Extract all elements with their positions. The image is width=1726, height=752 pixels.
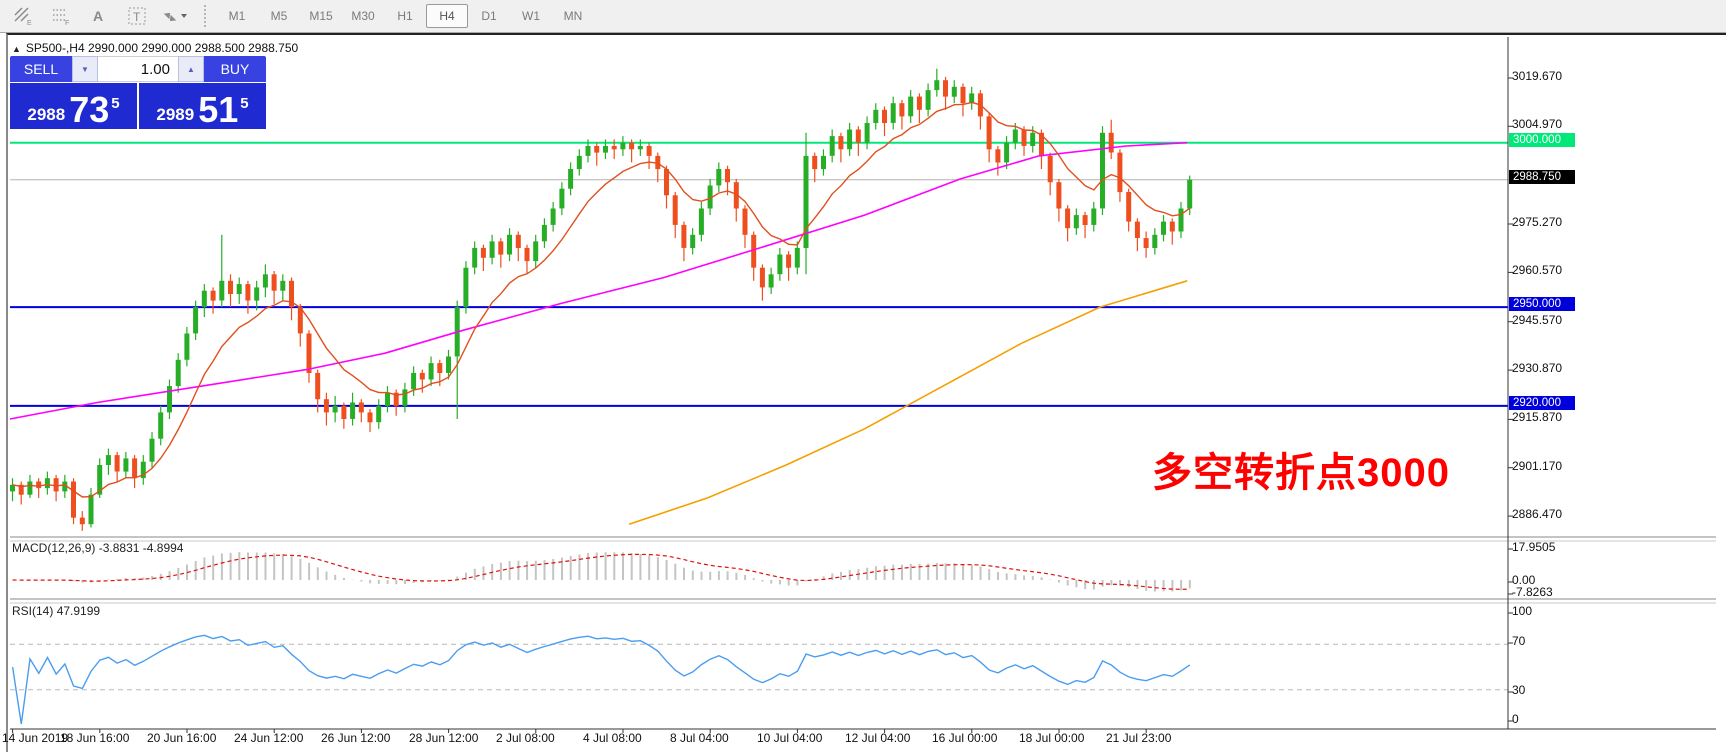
price-axis-label: 2915.870 xyxy=(1512,410,1563,424)
time-axis-label: 20 Jun 16:00 xyxy=(147,731,217,745)
macd-axis-label: 0.00 xyxy=(1512,573,1536,587)
candles xyxy=(10,68,1193,531)
timeframe-button-group: M1 M5 M15 M30 H1 H4 D1 W1 MN xyxy=(216,4,594,28)
time-axis-label: 18 Jun 16:00 xyxy=(60,731,130,745)
time-axis-label: 26 Jun 12:00 xyxy=(321,731,391,745)
rsi-line xyxy=(11,634,1191,725)
timeframe-button-w1[interactable]: W1 xyxy=(522,9,540,23)
rsi-axis-label: 70 xyxy=(1512,634,1526,648)
time-axis-label: 18 Jul 00:00 xyxy=(1019,731,1085,745)
time-axis-label: 24 Jun 12:00 xyxy=(234,731,304,745)
chart-window xyxy=(6,33,1726,752)
toolbar-separator xyxy=(204,5,206,27)
rsi-axis-label: 100 xyxy=(1512,604,1533,618)
price-axis-label: 3004.970 xyxy=(1512,117,1563,131)
text-annotation-object[interactable]: 多空转折点3000 xyxy=(1152,451,1450,495)
collapse-triangle-icon[interactable]: ▲ xyxy=(12,44,21,54)
volume-input[interactable]: 1.00 xyxy=(98,56,178,82)
ma-mid-line xyxy=(9,141,1188,420)
svg-text:T: T xyxy=(133,10,141,24)
bid-price-small: 2988 xyxy=(27,105,66,124)
macd-histogram xyxy=(20,552,1191,592)
bid-price-sup: 5 xyxy=(111,95,120,112)
grid-period-icon[interactable]: F xyxy=(46,3,76,29)
toolbar: E F A T M1 M5 M15 M30 H1 H4 D1 W1 MN xyxy=(0,0,1726,33)
sell-button[interactable]: SELL xyxy=(10,56,72,82)
ask-price-small: 2989 xyxy=(156,105,195,124)
ma-fast-line xyxy=(12,101,1191,498)
rsi-label: RSI(14) 47.9199 xyxy=(12,604,101,618)
buy-button[interactable]: BUY xyxy=(204,56,266,82)
price-axis-label: 2930.870 xyxy=(1512,361,1563,375)
timeframe-button-m30[interactable]: M30 xyxy=(351,9,375,23)
arrow-objects-icon[interactable] xyxy=(160,3,190,29)
time-axis-label: 14 Jun 2019 xyxy=(2,731,69,745)
macd-axis-label: -7.8263 xyxy=(1512,585,1553,599)
price-axis-label: 2960.570 xyxy=(1512,263,1563,277)
chart-title: ▲ SP500-,H4 2990.000 2990.000 2988.500 29… xyxy=(12,41,299,55)
timeframe-button-m5[interactable]: M5 xyxy=(270,9,288,23)
rsi-axis-label: 30 xyxy=(1512,683,1526,697)
timeframe-button-m15[interactable]: M15 xyxy=(309,9,333,23)
text-label-icon[interactable]: T xyxy=(122,3,152,29)
price-axis-label: 2975.270 xyxy=(1512,215,1563,229)
macd-signal-line xyxy=(12,553,1190,590)
ask-price-big: 51 xyxy=(198,88,239,130)
time-axis-label: 12 Jul 04:00 xyxy=(845,731,911,745)
volume-increase-button[interactable]: ▲ xyxy=(178,56,204,82)
bid-price-box[interactable]: 2988 73 5 xyxy=(10,83,137,129)
text-annotation-icon[interactable]: A xyxy=(84,3,114,29)
price-axis-label: 3019.670 xyxy=(1512,69,1563,83)
time-axis-label: 28 Jun 12:00 xyxy=(409,731,479,745)
rsi-value: 47.9199 xyxy=(56,604,101,618)
ask-price-sup: 5 xyxy=(240,95,249,112)
timeframe-button-h4[interactable]: H4 xyxy=(426,4,468,28)
price-level-badge: 3000.000 xyxy=(1509,133,1575,147)
price-axis-label: 2886.470 xyxy=(1512,507,1563,521)
price-axis-label: 2901.170 xyxy=(1512,459,1563,473)
time-axis-label: 16 Jul 00:00 xyxy=(932,731,998,745)
svg-text:A: A xyxy=(93,8,103,24)
time-axis-label: 2 Jul 08:00 xyxy=(496,731,555,745)
timeframe-button-h1[interactable]: H1 xyxy=(397,9,413,23)
macd-label: MACD(12,26,9) -3.8831 -4.8994 xyxy=(12,541,184,555)
macd-signal-value: -4.8994 xyxy=(142,541,184,555)
time-axis-label: 10 Jul 04:00 xyxy=(757,731,823,745)
ask-price-box[interactable]: 2989 51 5 xyxy=(139,83,266,129)
price-level-badge: 2950.000 xyxy=(1509,297,1575,311)
bid-price-big: 73 xyxy=(69,88,110,130)
price-level-badge: 2920.000 xyxy=(1509,396,1575,410)
time-axis-label: 21 Jul 23:00 xyxy=(1106,731,1172,745)
timeframe-button-m1[interactable]: M1 xyxy=(228,9,246,23)
ma-slow-line xyxy=(628,280,1188,525)
one-click-trade-panel: SELL ▼ 1.00 ▲ BUY 2988 73 5 2989 51 5 xyxy=(10,56,266,129)
timeframe-button-mn[interactable]: MN xyxy=(563,9,583,23)
timeframe-button-d1[interactable]: D1 xyxy=(481,9,497,23)
macd-main-value: -3.8831 xyxy=(98,541,140,555)
price-axis-label: 2945.570 xyxy=(1512,313,1563,327)
volume-decrease-button[interactable]: ▼ xyxy=(72,56,98,82)
rsi-axis-label: 0 xyxy=(1512,712,1519,726)
line-studies-icon[interactable]: E xyxy=(8,3,38,29)
svg-text:F: F xyxy=(65,20,69,27)
macd-axis-label: 17.9505 xyxy=(1512,540,1556,554)
current-price-badge: 2988.750 xyxy=(1509,170,1575,184)
time-axis-label: 4 Jul 08:00 xyxy=(583,731,642,745)
time-axis-label: 8 Jul 04:00 xyxy=(670,731,729,745)
svg-text:E: E xyxy=(27,20,32,27)
